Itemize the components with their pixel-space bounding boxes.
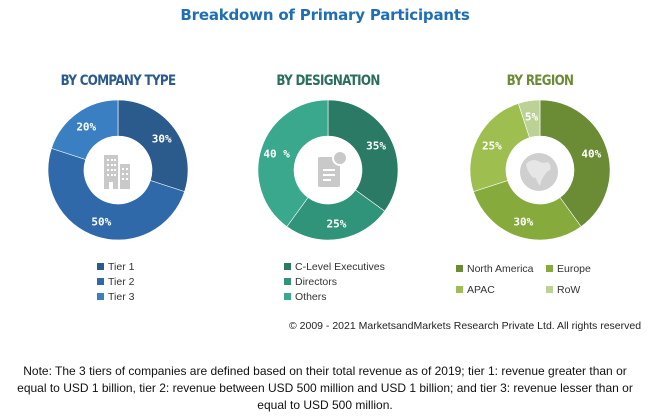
copyright-text: © 2009 - 2021 MarketsandMarkets Research… xyxy=(289,320,642,332)
data-label: 25% xyxy=(327,217,347,230)
legend-item-directors: Directors xyxy=(284,274,385,289)
legend-item-north-america: North America xyxy=(456,261,546,276)
page-title: Breakdown of Primary Participants xyxy=(180,6,470,24)
data-label: 20% xyxy=(76,120,96,133)
chart-title-company-type: BY COMPANY TYPE xyxy=(60,73,176,89)
legend-swatch xyxy=(456,265,463,272)
legend-swatch xyxy=(97,278,104,285)
legend-label: Tier 2 xyxy=(108,275,135,288)
legend-label: Directors xyxy=(295,275,338,288)
legend-label: Others xyxy=(295,290,327,303)
donut-segment-tier-2 xyxy=(47,147,185,241)
legend-region: North America Europe APAC RoW xyxy=(456,261,626,297)
legend-item-europe: Europe xyxy=(546,261,626,276)
document-icon xyxy=(318,150,348,187)
data-label: 25% xyxy=(482,139,502,152)
legend-item-apac: APAC xyxy=(456,282,546,297)
legend-label: RoW xyxy=(557,283,581,296)
donut-company-type xyxy=(47,99,189,241)
legend-swatch xyxy=(284,263,291,270)
legend-swatch xyxy=(546,265,553,272)
legend-item-tier-3: Tier 3 xyxy=(97,289,134,304)
legend-item-row: RoW xyxy=(546,282,626,297)
legend-label: C-Level Executives xyxy=(295,260,385,273)
legend-label: Europe xyxy=(557,262,591,275)
legend-label: Tier 1 xyxy=(108,260,135,273)
chart-title-region: BY REGION xyxy=(506,73,574,89)
legend-label: APAC xyxy=(467,283,495,296)
legend-designation: C-Level Executives Directors Others xyxy=(284,259,385,304)
legend-label: Tier 3 xyxy=(108,290,135,303)
legend-item-tier-1: Tier 1 xyxy=(97,259,134,274)
legend-swatch xyxy=(97,263,104,270)
legend-label: North America xyxy=(467,262,534,275)
legend-swatch xyxy=(456,286,463,293)
data-label: 5% xyxy=(525,111,539,124)
chart-title-designation: BY DESIGNATION xyxy=(276,73,380,89)
legend-item-others: Others xyxy=(284,289,385,304)
legend-company-type: Tier 1 Tier 2 Tier 3 xyxy=(97,259,134,304)
legend-swatch xyxy=(546,286,553,293)
legend-swatch xyxy=(284,278,291,285)
legend-item-tier-2: Tier 2 xyxy=(97,274,134,289)
legend-swatch xyxy=(97,293,104,300)
data-label: 40% xyxy=(581,147,601,160)
data-label: 30% xyxy=(152,132,172,145)
data-label: 50% xyxy=(91,215,111,228)
data-label: 30% xyxy=(513,215,533,228)
data-label: 35% xyxy=(366,139,386,152)
footnote: Note: The 3 tiers of companies are defin… xyxy=(17,364,633,412)
legend-item-c-level: C-Level Executives xyxy=(284,259,385,274)
globe-icon xyxy=(520,153,558,191)
buildings-icon xyxy=(104,155,130,189)
legend-swatch xyxy=(284,293,291,300)
data-label: 40 % xyxy=(263,147,290,160)
